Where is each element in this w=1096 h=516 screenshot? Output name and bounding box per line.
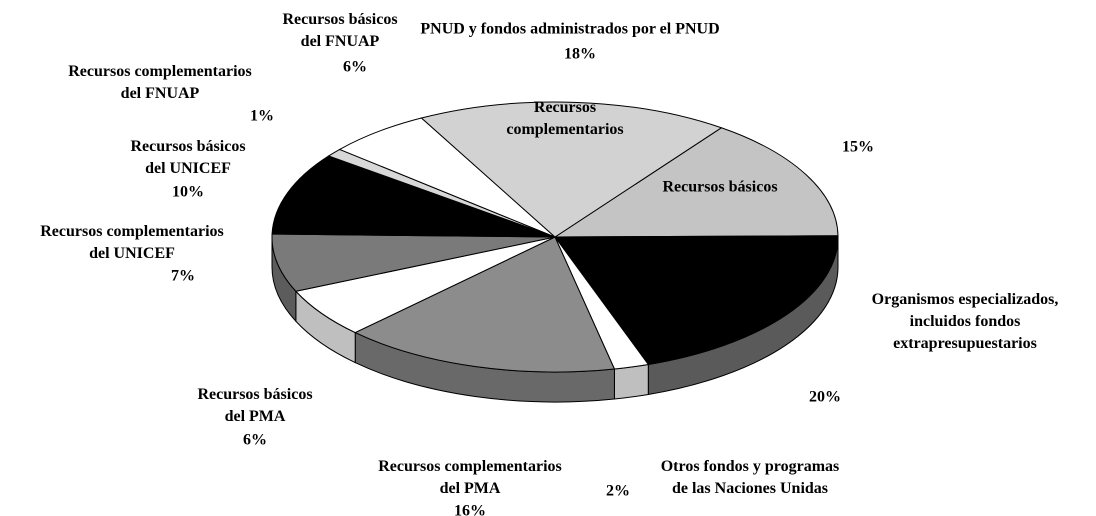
value-label: 20% — [809, 389, 841, 406]
category-label: Recursos básicos del PMA — [197, 386, 312, 425]
value-label: 15% — [842, 139, 874, 156]
value-label: 7% — [171, 268, 195, 285]
slice — [271, 233, 556, 292]
category-label: Recursos complementarios — [506, 99, 623, 138]
value-label: 2% — [606, 483, 630, 500]
slice — [271, 155, 556, 238]
value-label: 6% — [243, 432, 267, 449]
slice — [420, 101, 723, 238]
value-label: 16% — [454, 503, 486, 516]
slice — [554, 235, 839, 365]
category-label: Recursos complementarios del FNUAP — [68, 63, 252, 102]
category-label: Recursos complementarios del PMA — [378, 458, 562, 497]
category-label: Recursos básicos — [662, 179, 777, 196]
category-label: Organismos especializados, incluidos fond… — [872, 291, 1059, 352]
slice — [553, 127, 839, 238]
category-label: Recursos básicos del UNICEF — [130, 138, 245, 177]
value-label: 1% — [250, 108, 274, 125]
value-label: 6% — [343, 59, 367, 76]
value-label: 18% — [564, 46, 596, 63]
category-label: Recursos básicos del FNUAP — [282, 11, 397, 50]
category-label: Otros fondos y programas de las Naciones … — [661, 458, 840, 497]
slice-side — [613, 363, 649, 400]
slice — [354, 236, 616, 373]
group-label: PNUD y fondos administrados por el PNUD — [420, 21, 719, 38]
category-label: Recursos complementarios del UNICEF — [40, 223, 224, 262]
value-label: 10% — [172, 184, 204, 201]
